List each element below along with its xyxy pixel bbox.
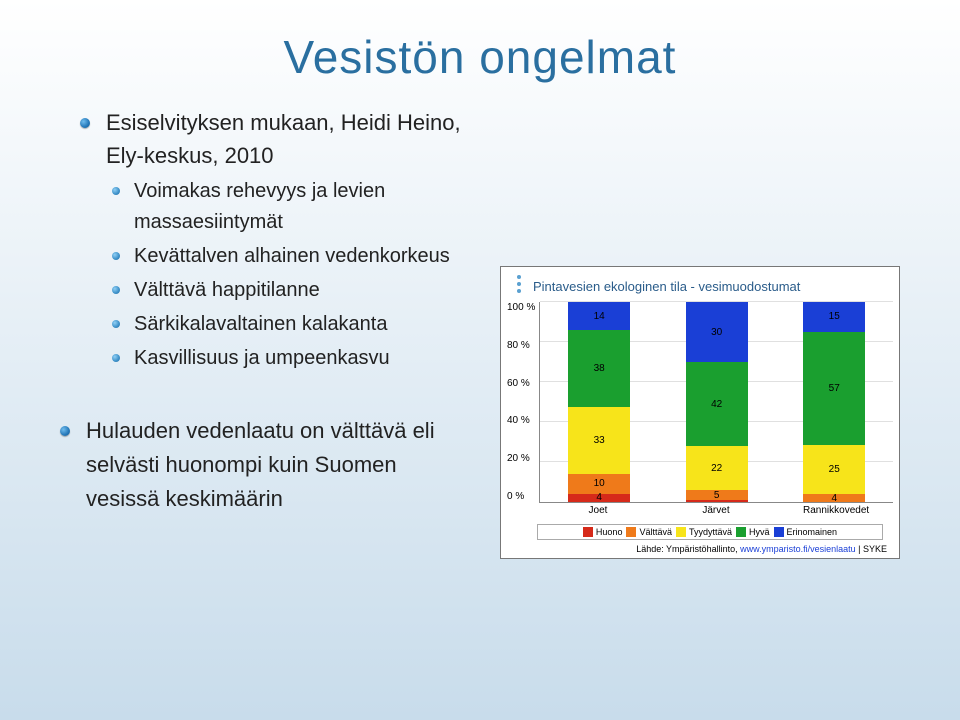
legend-swatch-icon: [676, 527, 686, 537]
sub-bullet-list: Voimakas rehevyys ja levien massaesiinty…: [112, 176, 480, 374]
ytick-label: 0 %: [507, 491, 535, 502]
chart-title: Pintavesien ekologinen tila - vesimuodos…: [533, 279, 893, 294]
segment-hyvä: 42: [686, 362, 748, 446]
page-title: Vesistön ongelmat: [60, 30, 900, 84]
sub-bullet: Särkikalavaltainen kalakanta: [112, 309, 480, 340]
chart-source: Lähde: Ympäristöhallinto, www.ymparisto.…: [507, 544, 887, 554]
chart-container: Pintavesien ekologinen tila - vesimuodos…: [500, 266, 900, 559]
source-suffix: | SYKE: [856, 544, 887, 554]
ytick-label: 60 %: [507, 378, 535, 389]
ytick-label: 20 %: [507, 453, 535, 464]
segment-tyydyttävä: 33: [568, 407, 630, 474]
slide: Vesistön ongelmat Esiselvityksen mukaan,…: [0, 0, 960, 720]
source-link: www.ymparisto.fi/vesienlaatu: [740, 544, 856, 554]
xtick-label: Järvet: [685, 505, 747, 516]
segment-erinomainen: 30: [686, 302, 748, 362]
chart-legend: Huono Välttävä Tyydyttävä Hyvä Erinomainen: [537, 524, 883, 540]
right-column: Pintavesien ekologinen tila - vesimuodos…: [500, 266, 900, 559]
legend-label: Hyvä: [749, 527, 770, 537]
bar-rannikkovedet: 4255715: [803, 302, 865, 502]
legend-swatch-icon: [626, 527, 636, 537]
bullet-list-main: Esiselvityksen mukaan, Heidi Heino, Ely-…: [80, 106, 480, 374]
decorative-dots-icon: [517, 275, 521, 293]
xtick-label: Joet: [567, 505, 629, 516]
source-prefix: Lähde: Ympäristöhallinto,: [636, 544, 740, 554]
segment-välttävä: 10: [568, 474, 630, 494]
segment-erinomainen: 15: [803, 302, 865, 332]
segment-tyydyttävä: 22: [686, 446, 748, 490]
ytick-label: 100 %: [507, 302, 535, 313]
legend-item: Erinomainen: [774, 527, 838, 537]
ytick-label: 80 %: [507, 340, 535, 351]
bullet-list-secondary: Hulauden vedenlaatu on välttävä eli selv…: [60, 414, 480, 516]
sub-bullet: Voimakas rehevyys ja levien massaesiinty…: [112, 176, 480, 238]
segment-tyydyttävä: 25: [803, 445, 865, 495]
x-axis: Joet Järvet Rannikkovedet: [539, 505, 893, 516]
bullet-secondary: Hulauden vedenlaatu on välttävä eli selv…: [60, 414, 466, 516]
legend-label: Erinomainen: [787, 527, 838, 537]
y-axis: 0 % 20 % 40 % 60 % 80 % 100 %: [507, 302, 535, 502]
sub-bullet: Välttävä happitilanne: [112, 275, 480, 306]
segment-välttävä: 4: [803, 494, 865, 502]
legend-swatch-icon: [736, 527, 746, 537]
sub-bullet: Kasvillisuus ja umpeenkasvu: [112, 343, 480, 374]
bullet-main-text: Esiselvityksen mukaan, Heidi Heino, Ely-…: [106, 110, 461, 168]
xtick-label: Rannikkovedet: [803, 505, 865, 516]
plot-area: 41033381452242304255715: [539, 302, 893, 503]
legend-item: Hyvä: [736, 527, 770, 537]
legend-label: Tyydyttävä: [689, 527, 732, 537]
segment-hyvä: 57: [803, 332, 865, 445]
legend-swatch-icon: [583, 527, 593, 537]
segment-erinomainen: 14: [568, 302, 630, 330]
chart-area: 0 %20 %40 %60 %80 %100 % 410333814522423…: [507, 302, 893, 503]
legend-item: Huono: [583, 527, 623, 537]
bullet-main: Esiselvityksen mukaan, Heidi Heino, Ely-…: [80, 106, 480, 374]
segment-huono: [686, 500, 748, 502]
left-column: Esiselvityksen mukaan, Heidi Heino, Ely-…: [60, 106, 480, 559]
segment-välttävä: 5: [686, 490, 748, 500]
chart-title-text: Pintavesien ekologinen tila - vesimuodos…: [533, 279, 800, 294]
content-row: Esiselvityksen mukaan, Heidi Heino, Ely-…: [60, 106, 900, 559]
segment-hyvä: 38: [568, 330, 630, 407]
legend-item: Välttävä: [626, 527, 672, 537]
sub-bullet: Kevättalven alhainen vedenkorkeus: [112, 241, 480, 272]
ytick-label: 40 %: [507, 415, 535, 426]
legend-swatch-icon: [774, 527, 784, 537]
legend-label: Välttävä: [639, 527, 672, 537]
bar-järvet: 5224230: [686, 302, 748, 502]
legend-label: Huono: [596, 527, 623, 537]
legend-item: Tyydyttävä: [676, 527, 732, 537]
bar-joet: 410333814: [568, 302, 630, 502]
segment-huono: 4: [568, 494, 630, 502]
